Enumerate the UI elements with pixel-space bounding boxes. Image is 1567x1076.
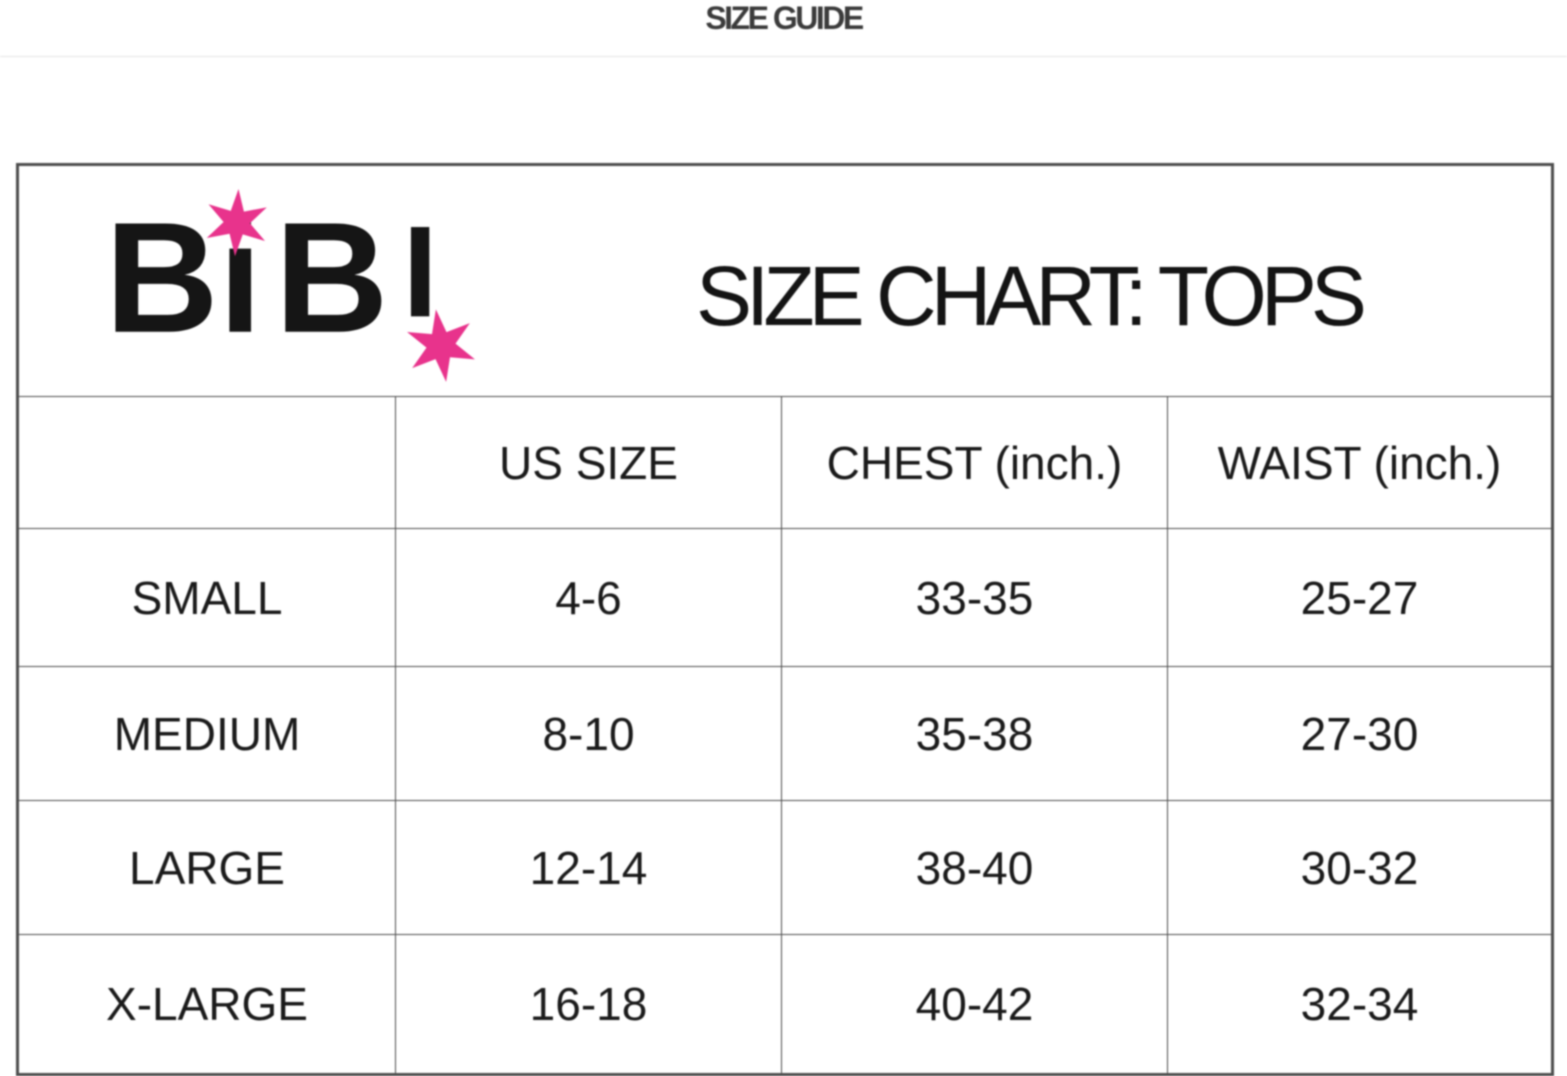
svg-text:B: B (105, 191, 212, 366)
svg-text:B: B (275, 191, 382, 366)
